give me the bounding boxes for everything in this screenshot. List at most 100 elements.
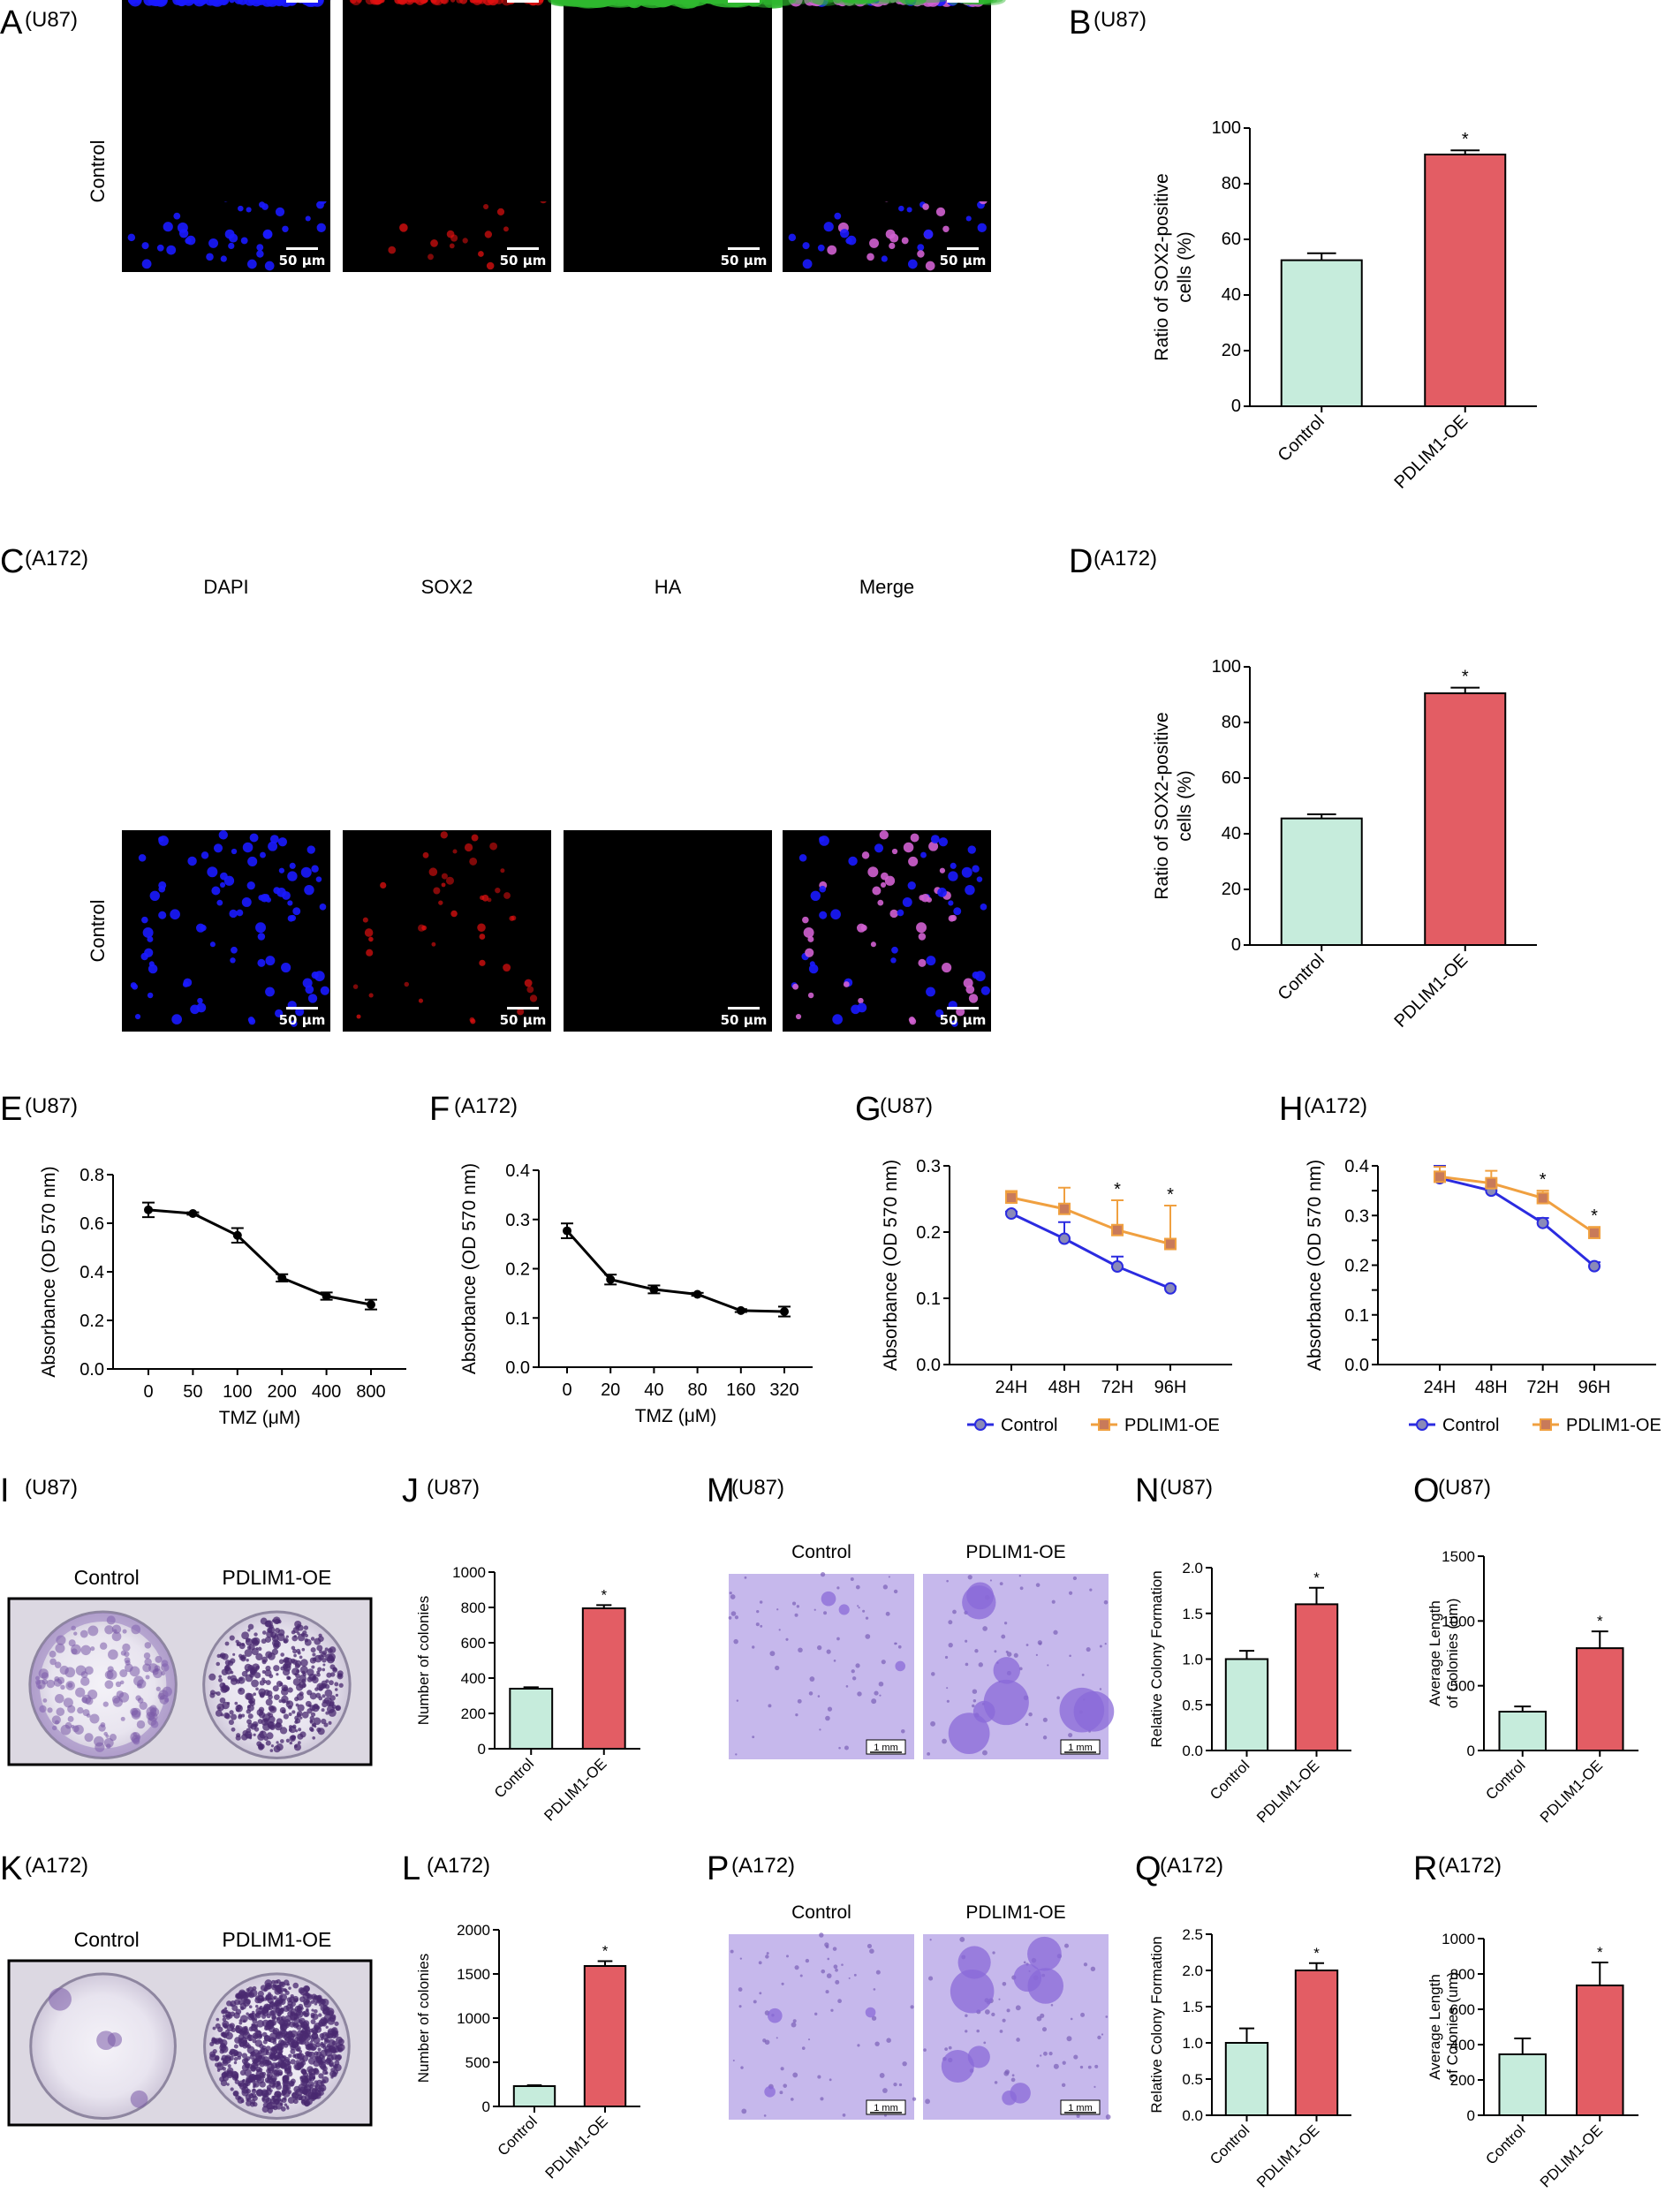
cell-nucleus	[234, 0, 244, 4]
column-title-merge: Merge	[859, 576, 914, 598]
cell-nucleus	[926, 956, 936, 966]
colony	[300, 2007, 304, 2010]
scale-bar	[947, 0, 979, 3]
colony	[255, 1687, 259, 1691]
colony	[130, 2090, 148, 2108]
panel-letter-D: D	[1069, 543, 1093, 580]
x-tick-label: Control	[1482, 2121, 1528, 2167]
agar-cell	[881, 1660, 886, 1665]
cell-nucleus	[879, 830, 889, 840]
cell-nucleus	[196, 1002, 207, 1013]
colony	[275, 1721, 282, 1728]
chart-F: 0.0 0.1 0.2 0.3 0.4 Absorbance (OD 570 nm) 0 20…	[459, 1161, 813, 1426]
colony	[326, 1672, 332, 1678]
colony	[318, 2061, 326, 2068]
cell-nucleus	[798, 854, 807, 862]
merge-green-cell	[841, 0, 881, 4]
cell-nucleus	[246, 881, 255, 890]
agar-cell	[1063, 1943, 1070, 1948]
panel-subtitle-C: (A172)	[25, 547, 88, 571]
bar-pdlim1-oe	[1424, 153, 1507, 408]
cell-nucleus	[256, 244, 264, 252]
cell-nucleus	[244, 0, 256, 6]
series-line	[148, 1208, 372, 1306]
colony	[254, 1672, 261, 1679]
colony	[286, 2070, 293, 2077]
cell-nucleus	[897, 909, 904, 917]
colony	[46, 1679, 56, 1689]
scale-bar-label: 50 μm	[279, 253, 326, 268]
colony	[320, 2004, 328, 2012]
agar-cell	[851, 1669, 855, 1674]
colony	[262, 1713, 270, 1722]
colony	[284, 1660, 291, 1669]
agar-image-control: 1 mm	[728, 1571, 914, 1759]
agar-cell	[855, 1584, 860, 1590]
cell-nucleus	[262, 229, 273, 239]
agar-cell	[809, 1676, 815, 1682]
colony	[259, 2081, 266, 2088]
agar-cell	[910, 2005, 914, 2009]
colony	[267, 2063, 275, 2072]
cell-nucleus	[881, 872, 889, 881]
agar-cell	[821, 1969, 826, 1974]
agar-scalebar-label: 1 mm	[1068, 2103, 1093, 2113]
cell-nucleus	[141, 259, 152, 269]
colony	[297, 1733, 304, 1740]
panel-letter-J: J	[402, 1472, 419, 1509]
colony	[291, 1735, 297, 1739]
agar-cell	[994, 1650, 997, 1653]
merge-green-cell	[843, 0, 856, 6]
agar-cell	[1041, 2027, 1048, 2032]
cell-nucleus	[197, 997, 203, 1004]
cell-nucleus	[238, 205, 244, 212]
y-tick-label: 400	[1450, 2037, 1475, 2053]
colony	[304, 2099, 311, 2107]
agar-cell	[850, 1577, 854, 1581]
micrograph-merge-pdlim1-oe: 50 μm	[770, 0, 1006, 201]
y-tick-label: 0	[1467, 2107, 1475, 2124]
cell-nucleus	[287, 900, 293, 906]
colony	[299, 1716, 303, 1720]
merge-green-cell	[877, 0, 904, 4]
scale-bar	[728, 0, 760, 3]
colony	[222, 2017, 227, 2022]
cell-nucleus	[404, 981, 410, 987]
agar-cell	[1083, 1962, 1088, 1967]
colony	[225, 2014, 231, 2020]
y-tick-label: 0.2	[79, 1312, 104, 1331]
colony	[274, 1627, 281, 1634]
scale-bar	[507, 1007, 539, 1009]
colony	[294, 1697, 299, 1702]
agar-cell	[826, 1649, 831, 1654]
agar-cell	[799, 1974, 803, 1977]
colony	[244, 1649, 253, 1658]
colony	[297, 1631, 300, 1636]
cell-nucleus	[484, 231, 493, 238]
colony	[249, 1670, 254, 1674]
y-tick-label: 200	[1450, 2072, 1475, 2089]
colony	[312, 1675, 317, 1681]
y-tick-label: 1500	[457, 1966, 490, 1983]
cell-nucleus	[907, 881, 916, 890]
cell-nucleus	[368, 993, 374, 998]
colony	[120, 1716, 125, 1721]
cell-nucleus	[170, 909, 180, 920]
agar-colony	[967, 2045, 990, 2068]
cell-nucleus	[287, 871, 298, 881]
colony	[304, 2012, 309, 2017]
agar-cell	[1070, 2017, 1073, 2021]
bar-pdlim1-oe	[1294, 1603, 1339, 1752]
bar-control	[1280, 259, 1363, 407]
cell-nucleus	[173, 212, 181, 220]
y-tick-label: 0.1	[916, 1289, 941, 1309]
agar-cell	[819, 1728, 821, 1731]
scale-bar-label: 50 μm	[500, 253, 547, 268]
micrograph-ha-control: 50 μm	[564, 830, 772, 1032]
agar-cell	[1051, 1599, 1056, 1604]
bar-pdlim1-oe	[1576, 1985, 1624, 2116]
colony	[242, 2019, 246, 2023]
agar-cell	[1105, 2015, 1109, 2018]
cell-nucleus	[918, 958, 927, 967]
